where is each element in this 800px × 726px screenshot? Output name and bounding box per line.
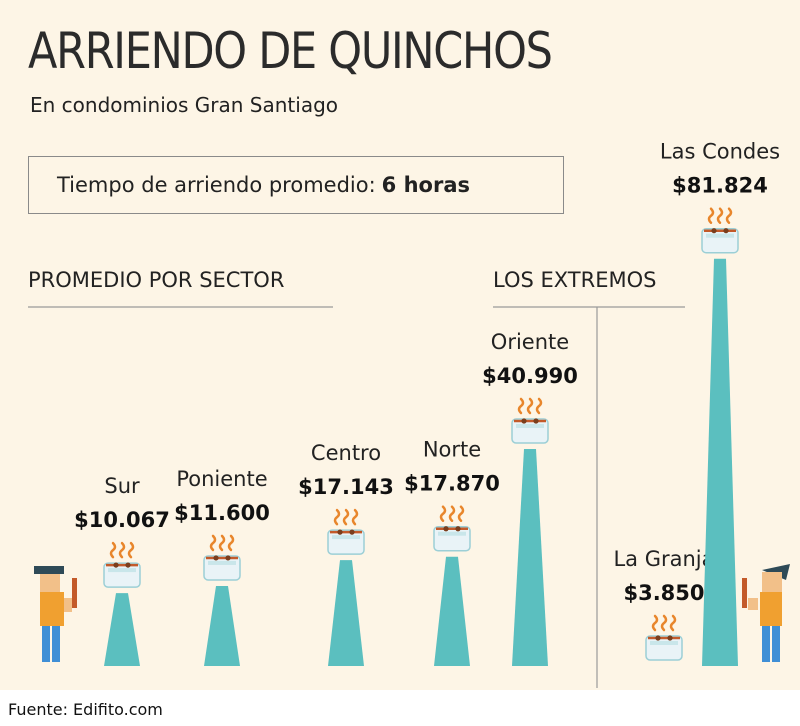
grill-head: [433, 525, 471, 552]
bar-poniente: $11.600 Poniente: [174, 467, 270, 666]
smoke-icon: [351, 508, 359, 526]
smoke-icon: [448, 505, 456, 522]
bar-sur: $10.067 Sur: [74, 474, 170, 666]
smoke-icon: [517, 397, 525, 415]
smoke-icon: [333, 508, 341, 526]
smoke-icon: [725, 207, 733, 224]
bar-stem: [328, 560, 364, 666]
grill-meat: [711, 228, 717, 234]
value-label: $81.824: [672, 174, 768, 198]
source-note: Fuente: Edifito.com: [8, 700, 163, 719]
grill-rack: [706, 233, 734, 238]
value-label: $3.850: [623, 581, 704, 605]
grill-meat: [125, 562, 131, 568]
grill-head: [327, 529, 365, 555]
smoke-icon: [457, 505, 465, 522]
category-label: La Granja: [613, 547, 714, 571]
grill-head: [203, 555, 241, 581]
smoke-icon: [342, 508, 350, 526]
grill-head: [701, 227, 739, 254]
grill-meat: [113, 562, 119, 568]
grill-meat: [213, 555, 219, 561]
grill-head: [645, 635, 683, 661]
smoke-icon: [209, 534, 217, 552]
grill-meat: [655, 635, 661, 641]
smoke-icon: [707, 207, 715, 224]
bar-oriente: $40.990 Oriente: [482, 330, 578, 666]
grill-meat: [443, 526, 449, 532]
grill-rack: [650, 641, 678, 645]
smoke-icon: [218, 534, 226, 552]
category-label: Oriente: [491, 330, 569, 354]
bar-stem: [434, 556, 470, 666]
smoke-icon: [535, 397, 543, 415]
value-label: $17.143: [298, 475, 394, 499]
smoke-icon: [651, 614, 659, 632]
smoke-icon: [109, 541, 117, 559]
grill-rack: [516, 423, 544, 428]
section-heading-extremes: LOS EXTREMOS: [493, 268, 657, 292]
smoke-icon: [660, 614, 668, 632]
grill-rack: [108, 568, 136, 573]
grill-meat: [667, 635, 673, 641]
category-label: Poniente: [176, 467, 267, 491]
smoke-icon: [716, 207, 724, 224]
bar-stem: [512, 448, 548, 666]
grill-meat: [225, 555, 231, 561]
value-label: $17.870: [404, 472, 500, 496]
bar-norte: $17.870 Norte: [404, 438, 500, 666]
grill-head: [511, 418, 549, 444]
bar-stem: [204, 585, 240, 666]
bar-stem: [702, 258, 738, 666]
grill-rack: [208, 560, 236, 565]
person-left-icon: [34, 566, 77, 662]
grill-head: [103, 562, 141, 588]
smoke-icon: [669, 614, 677, 632]
category-label: Centro: [311, 441, 381, 465]
grill-rack: [438, 531, 466, 536]
smoke-icon: [526, 397, 534, 415]
grill-rack: [332, 535, 360, 540]
smoke-icon: [118, 541, 126, 559]
grill-meat: [723, 228, 729, 234]
average-time-label: Tiempo de arriendo promedio:: [57, 173, 376, 197]
value-label: $40.990: [482, 364, 578, 388]
grill-meat: [337, 529, 343, 535]
chart-subtitle: En condominios Gran Santiago: [30, 93, 339, 117]
value-label: $10.067: [74, 508, 170, 532]
average-time-box: Tiempo de arriendo promedio: 6 horas: [28, 156, 564, 214]
category-label: Norte: [423, 438, 481, 462]
section-heading-sector: PROMEDIO POR SECTOR: [28, 268, 285, 292]
person-right-icon: [742, 564, 790, 662]
value-label: $11.600: [174, 501, 270, 525]
grill-meat: [455, 526, 461, 532]
smoke-icon: [127, 541, 135, 559]
category-label: Las Condes: [660, 140, 780, 164]
bar-centro: $17.143 Centro: [298, 441, 394, 666]
grill-meat: [521, 418, 527, 424]
chart-title: ARRIENDO DE QUINCHOS: [28, 22, 553, 80]
bar-las-condes: $81.824 Las Condes: [660, 140, 780, 666]
smoke-icon: [227, 534, 235, 552]
category-label: Sur: [104, 474, 140, 498]
average-time-value: 6 horas: [381, 173, 470, 197]
grill-meat: [533, 418, 539, 424]
bar-la-granja: $3.850 La Granja: [613, 547, 715, 661]
smoke-icon: [439, 505, 447, 522]
bar-stem: [104, 593, 140, 666]
grill-meat: [349, 529, 355, 535]
